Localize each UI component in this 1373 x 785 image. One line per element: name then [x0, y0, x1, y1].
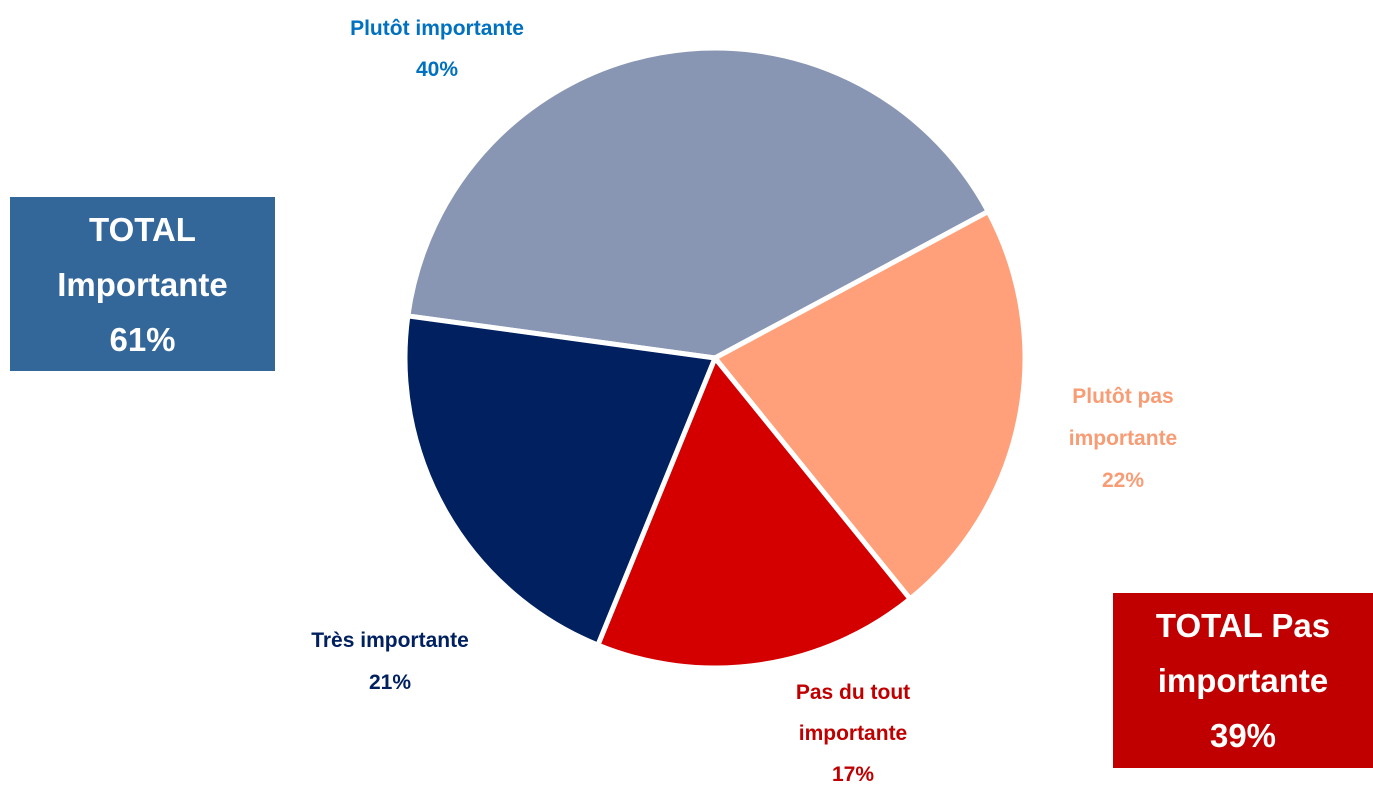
pie-slice [405, 45, 991, 361]
category-label: Pas du tout importante [795, 681, 911, 745]
pie-slice [402, 313, 718, 648]
value-label: 21% [368, 671, 412, 694]
total-value: 39% [1209, 717, 1277, 754]
value-label: 17% [831, 763, 875, 785]
value-label: 40% [415, 58, 459, 81]
pie-slice [712, 209, 1028, 602]
value-label: 22% [1101, 469, 1145, 492]
total-box: TOTAL Pas importante 39% [1113, 593, 1373, 768]
slice-label: Très importante 21% [260, 620, 520, 704]
category-label: Plutôt pas importante [1068, 385, 1178, 450]
total-box: TOTAL Importante 61% [10, 197, 275, 371]
total-label: TOTAL Pas importante [1155, 607, 1331, 699]
total-label: TOTAL Importante [57, 210, 228, 303]
slice-label: Plutôt pas importante 22% [1043, 376, 1203, 502]
category-label: Plutôt importante [350, 17, 524, 40]
pie-slice [595, 355, 913, 671]
total-value: 61% [109, 320, 176, 358]
slice-label: Plutôt importante 40% [287, 8, 587, 90]
category-label: Très importante [311, 629, 469, 652]
slice-label: Pas du tout importante 17% [768, 672, 938, 785]
